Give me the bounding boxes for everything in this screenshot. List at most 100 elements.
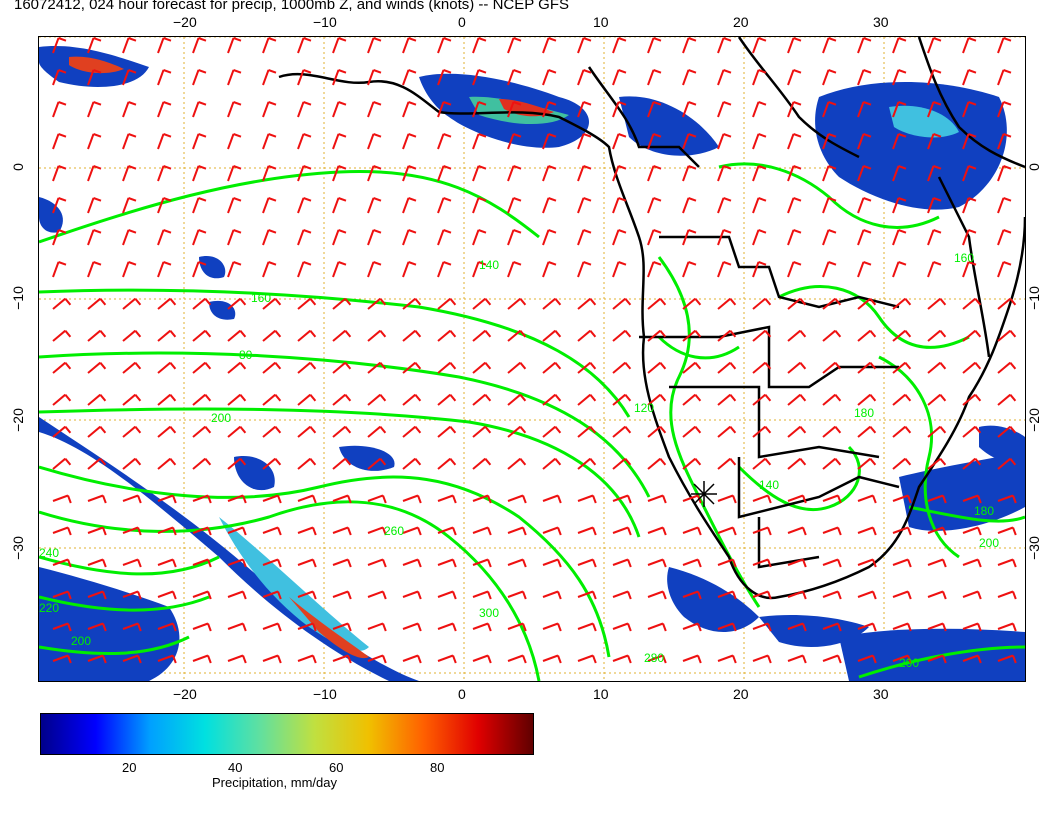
wind-barb-flag xyxy=(268,197,277,202)
wind-barb xyxy=(262,425,276,438)
wind-barb xyxy=(787,494,804,502)
wind-barb xyxy=(157,361,171,374)
contour-label: 140 xyxy=(759,478,779,492)
wind-barb xyxy=(437,261,445,278)
wind-barb xyxy=(892,197,900,214)
wind-barb-flag xyxy=(799,330,807,338)
wind-barb xyxy=(87,133,95,150)
wind-barb-flag xyxy=(274,330,282,338)
wind-barb-flag xyxy=(309,330,317,338)
wind-barb-flag xyxy=(487,527,492,536)
wind-barb-flag xyxy=(137,527,142,536)
wind-barb xyxy=(997,101,1005,118)
wind-barb-flag xyxy=(767,559,772,568)
wind-barb xyxy=(122,558,139,566)
wind-barb-flag xyxy=(522,591,527,600)
wind-barb xyxy=(262,361,276,374)
wind-barb xyxy=(367,165,375,182)
wind-barb-flag xyxy=(277,559,282,568)
wind-barb xyxy=(822,361,836,374)
wind-barb-flag xyxy=(758,101,767,106)
wind-barb xyxy=(227,558,244,566)
wind-barb xyxy=(717,261,725,278)
wind-barb xyxy=(262,297,276,310)
wind-barb xyxy=(717,622,734,630)
wind-barb xyxy=(402,457,416,470)
wind-barb xyxy=(157,654,174,662)
wind-barb-flag xyxy=(933,197,942,202)
wind-barb-flag xyxy=(58,261,67,266)
wind-barb xyxy=(227,197,235,214)
wind-barb-flag xyxy=(414,298,422,306)
wind-barb-flag xyxy=(863,101,872,106)
wind-barb xyxy=(297,197,305,214)
wind-barb-flag xyxy=(758,261,767,266)
wind-barb-flag xyxy=(793,165,802,170)
wind-barb-flag xyxy=(64,394,72,402)
wind-barb-flag xyxy=(93,261,102,266)
wind-barb-flag xyxy=(1012,591,1017,600)
wind-barb-flag xyxy=(869,362,877,370)
wind-barb xyxy=(577,165,585,182)
wind-barb-flag xyxy=(373,229,382,234)
wind-barb-flag xyxy=(872,527,877,536)
wind-barb xyxy=(752,197,760,214)
wind-barb-flag xyxy=(898,133,907,138)
wind-barb-flag xyxy=(974,458,982,466)
wind-barb-flag xyxy=(519,394,527,402)
wind-barb-flag xyxy=(513,197,522,202)
wind-barb-flag xyxy=(522,495,527,504)
wind-barb xyxy=(542,654,559,662)
wind-barb-flag xyxy=(93,229,102,234)
wind-barb-flag xyxy=(309,458,317,466)
wind-barb-flag xyxy=(697,527,702,536)
wind-barb-flag xyxy=(758,69,767,74)
wind-barb xyxy=(262,590,279,598)
wind-barb xyxy=(927,622,944,630)
wind-barb xyxy=(892,229,900,246)
wind-barb xyxy=(752,229,760,246)
wind-barb-flag xyxy=(373,101,382,106)
wind-barb xyxy=(437,558,454,566)
wind-barb-flag xyxy=(1003,101,1012,106)
wind-barb xyxy=(577,37,585,54)
wind-barb xyxy=(472,101,480,118)
wind-barb-flag xyxy=(373,69,382,74)
wind-barb-flag xyxy=(207,559,212,568)
wind-barb-flag xyxy=(239,362,247,370)
wind-barb xyxy=(612,622,629,630)
wind-barb xyxy=(822,297,836,310)
wind-barb-flag xyxy=(449,394,457,402)
wind-barb xyxy=(857,425,871,438)
wind-barb xyxy=(542,69,550,86)
wind-barb xyxy=(927,197,935,214)
wind-barb-flag xyxy=(198,101,207,106)
wind-barb xyxy=(192,393,206,406)
wind-barb xyxy=(122,393,136,406)
wind-barb-flag xyxy=(137,655,142,664)
wind-barb-flag xyxy=(239,426,247,434)
wind-barb-flag xyxy=(624,298,632,306)
wind-barb-flag xyxy=(408,101,417,106)
wind-barb xyxy=(332,622,349,630)
wind-barb-flag xyxy=(974,426,982,434)
wind-barb-flag xyxy=(764,458,772,466)
wind-barb xyxy=(997,297,1011,310)
wind-barb-flag xyxy=(64,426,72,434)
wind-barb-flag xyxy=(723,197,732,202)
wind-barb-flag xyxy=(408,165,417,170)
wind-barb-flag xyxy=(102,559,107,568)
wind-barb-flag xyxy=(417,559,422,568)
wind-barb-flag xyxy=(653,133,662,138)
wind-barb-flag xyxy=(134,458,142,466)
wind-barb xyxy=(332,494,349,502)
wind-barb xyxy=(682,361,696,374)
wind-barb-flag xyxy=(1003,165,1012,170)
wind-barb xyxy=(367,393,381,406)
wind-barb xyxy=(822,457,836,470)
colorbar-tick: 40 xyxy=(228,760,243,775)
wind-barb-flag xyxy=(277,495,282,504)
wind-barb xyxy=(402,165,410,182)
wind-barb xyxy=(542,229,550,246)
wind-barb-flag xyxy=(487,559,492,568)
